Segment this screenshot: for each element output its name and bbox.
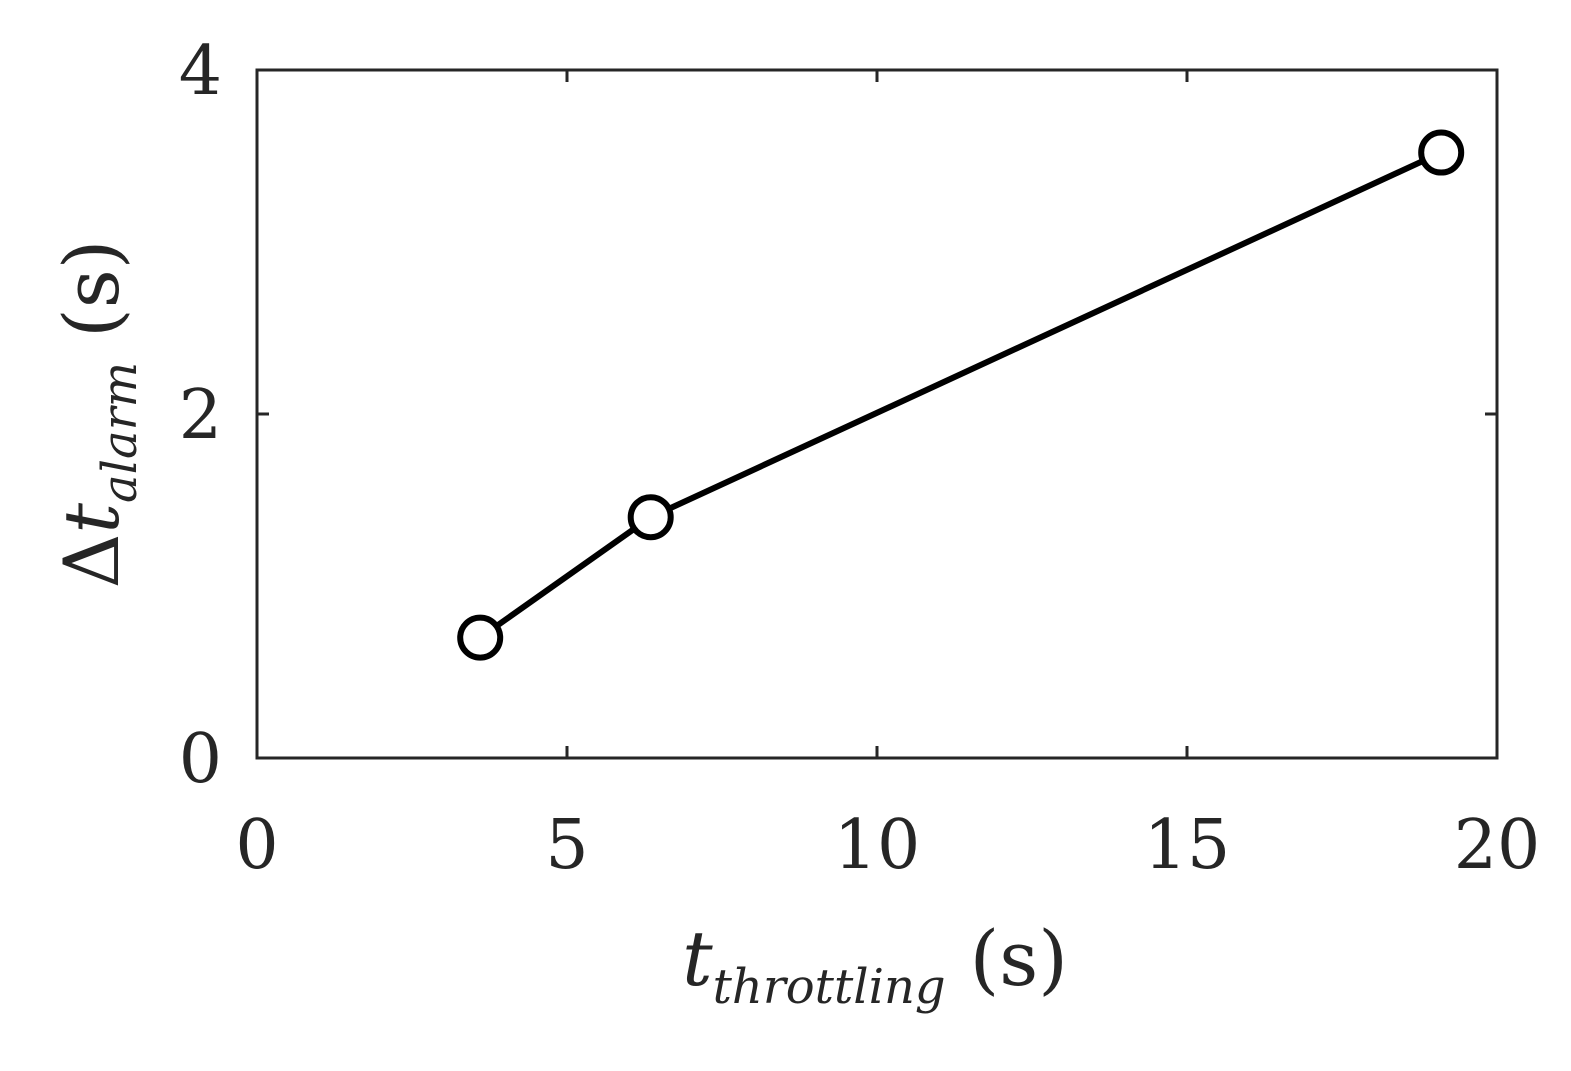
y-tick-label: 0	[179, 720, 222, 799]
y-axis-label: Δtalarm (s)	[47, 240, 148, 589]
y-axis-label-subscript: alarm	[92, 362, 148, 503]
y-tick-label: 2	[179, 376, 222, 455]
data-point-marker	[457, 614, 504, 661]
x-axis-ticks: 0 5 10 15 20	[235, 70, 1540, 885]
y-axis-label-symbol: t	[47, 503, 136, 534]
y-axis-label-prefix: Δ	[47, 534, 136, 589]
x-tick-label: 5	[545, 806, 588, 885]
x-axis-label-subscript: throttling	[713, 959, 946, 1015]
x-axis-label-symbol: t	[682, 914, 713, 1003]
y-axis-label-unit: (s)	[47, 240, 136, 338]
x-axis-label-unit: (s)	[970, 914, 1068, 1003]
series-layer	[457, 129, 1465, 661]
x-axis-label: tthrottling (s)	[682, 914, 1068, 1015]
data-point-marker	[627, 494, 674, 541]
series-line	[477, 149, 1445, 641]
x-tick-label: 15	[1144, 806, 1231, 885]
y-axis-ticks: 0 2 4	[179, 32, 1497, 799]
x-tick-label: 20	[1454, 806, 1541, 885]
data-point-marker	[1418, 129, 1465, 176]
y-tick-label: 4	[179, 32, 222, 111]
x-tick-label: 0	[235, 806, 278, 885]
x-tick-label: 10	[834, 806, 921, 885]
